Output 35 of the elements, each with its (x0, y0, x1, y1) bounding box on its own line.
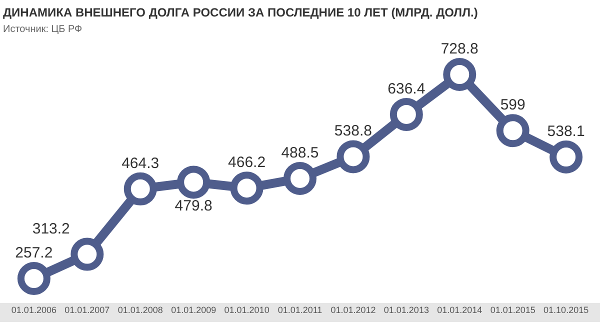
point (336, 140, 370, 174)
data-label: 728.8 (440, 40, 478, 58)
data-label: 636.4 (388, 80, 426, 98)
data-label: 313.2 (32, 220, 70, 238)
point (390, 98, 423, 131)
data-label: 479.8 (174, 198, 212, 215)
x-tick-label: 01.01.2009 (171, 305, 216, 315)
x-tick-label: 01.01.2012 (330, 305, 376, 315)
x-tick-label: 01.01.2008 (118, 305, 163, 315)
point (177, 166, 210, 199)
point (124, 172, 157, 206)
x-tick-label: 01.01.2007 (64, 305, 110, 315)
point (17, 262, 50, 296)
data-label: 464.3 (122, 154, 160, 172)
data-label: 466.2 (228, 154, 266, 172)
point (284, 162, 316, 195)
point (496, 114, 530, 148)
x-tick-label: 01.01.2014 (437, 305, 482, 315)
data-label: 488.5 (281, 144, 319, 162)
x-tick-label: 01.01.2013 (384, 305, 429, 315)
point (230, 172, 264, 205)
x-tick-label: 01.01.2010 (224, 305, 270, 315)
x-tick-label: 01.01.2015 (490, 305, 536, 315)
chart-subtitle: Источник: ЦБ РФ (3, 24, 83, 35)
data-label: 538.8 (334, 122, 372, 140)
x-tick-label: 01.01.2011 (278, 305, 322, 315)
chart-title: ДИНАМИКА ВНЕШНЕГО ДОЛГА РОССИИ ЗА ПОСЛЕДНИЕ 10 ЛЕТ (МЛРД. ДОЛЛ.) (3, 5, 478, 20)
x-tick-label: 01.10.2015 (544, 305, 589, 315)
point (550, 140, 583, 174)
point (70, 238, 104, 271)
x-tick-label: 01.01.2006 (11, 305, 56, 315)
data-label: 257.2 (15, 244, 53, 262)
data-label: 599 (500, 96, 526, 114)
data-label: 538.1 (547, 122, 585, 140)
point (443, 58, 476, 91)
